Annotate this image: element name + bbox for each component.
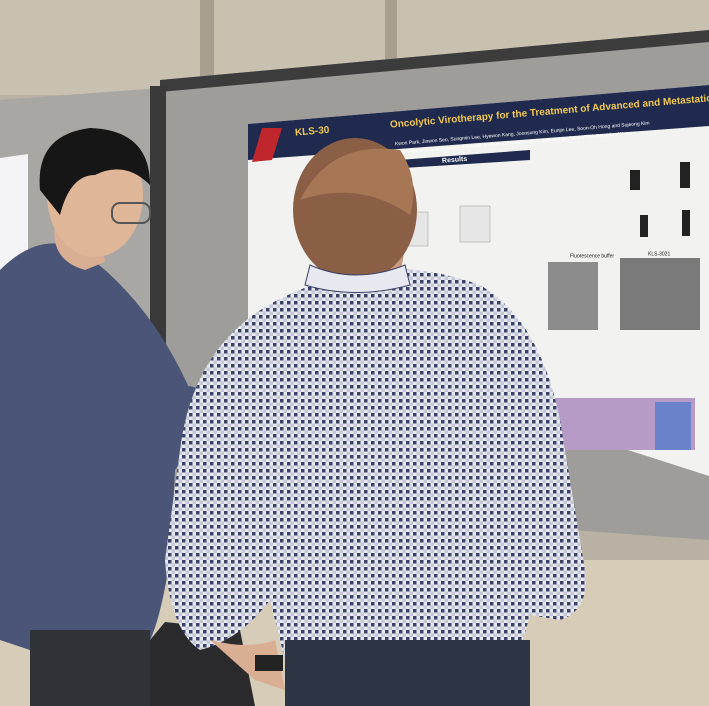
hand <box>210 640 285 690</box>
jacket <box>0 243 205 651</box>
histology-images <box>655 402 691 450</box>
section-heading: Results <box>442 156 468 165</box>
panel-label: Fluorescence buffer <box>570 253 614 259</box>
figure-bar <box>682 210 690 236</box>
partition-frame <box>160 30 709 92</box>
pillar <box>385 0 397 60</box>
tumor-images <box>620 258 700 330</box>
person-right <box>165 138 586 706</box>
side-poster <box>0 154 28 272</box>
hair <box>39 128 151 215</box>
figure-bar <box>680 162 690 188</box>
trousers <box>285 640 530 706</box>
glasses <box>111 202 151 224</box>
tumor-images <box>548 262 598 330</box>
figure-bar <box>640 215 648 237</box>
poster-logo <box>252 128 282 162</box>
bag <box>150 622 255 706</box>
figure-bar <box>630 170 640 190</box>
pillar <box>200 0 214 80</box>
watch <box>255 655 283 671</box>
checked-shirt <box>165 268 586 664</box>
person-left <box>0 128 205 706</box>
hair-highlight <box>300 148 414 215</box>
chart-panel <box>459 205 491 243</box>
collar <box>304 264 411 293</box>
panel-label: KLS-3021 <box>648 251 670 257</box>
trousers <box>30 630 150 706</box>
poster-title: KLS-30 <box>295 125 331 139</box>
results-bar <box>372 150 530 170</box>
